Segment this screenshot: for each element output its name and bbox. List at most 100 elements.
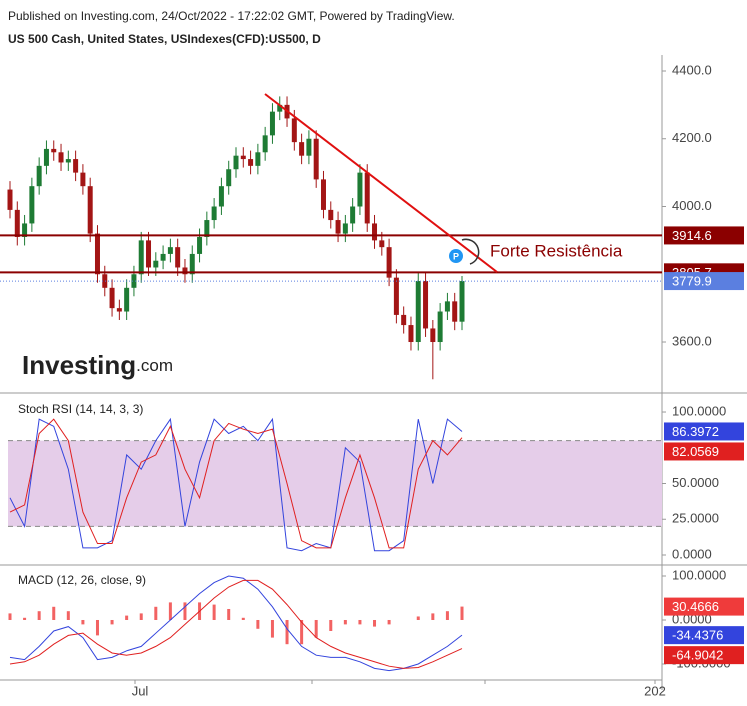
candle-body <box>204 220 210 237</box>
candle-body <box>379 240 385 248</box>
histogram-bar <box>110 619 114 625</box>
candle-body <box>277 104 283 112</box>
logo: Investing.com <box>22 350 173 380</box>
level-tag-bg <box>664 226 744 245</box>
histogram-bar <box>241 617 245 620</box>
level-tag: 3914.6 <box>672 228 712 243</box>
histogram-bar <box>212 604 216 620</box>
candle-body <box>197 236 203 254</box>
y-tick-label: 25.0000 <box>672 511 719 526</box>
histogram-bar <box>270 619 274 638</box>
candle-body <box>189 253 195 275</box>
histogram-bar <box>37 611 41 620</box>
candle-body <box>328 209 334 221</box>
candle-body <box>313 138 319 180</box>
candle-body <box>415 281 421 343</box>
histogram-bar <box>431 613 435 620</box>
candle-body <box>372 223 378 241</box>
candle-body <box>43 148 49 166</box>
indicator-line <box>9 575 463 672</box>
histogram-bar <box>66 611 70 620</box>
histogram-bar <box>139 613 143 620</box>
candle-body <box>116 308 122 312</box>
candle-body <box>102 274 108 288</box>
candle-body <box>269 111 275 136</box>
circle-annotation <box>461 238 480 265</box>
candle-body <box>386 247 392 278</box>
candle-body <box>320 179 326 210</box>
candle-body <box>218 186 224 207</box>
indicator-line <box>9 579 463 669</box>
y-tick-label: 50.0000 <box>672 475 719 490</box>
histogram-bar <box>125 615 129 620</box>
pane-title: MACD (12, 26, close, 9) <box>18 573 146 587</box>
x-tick-label: Jul <box>132 683 149 698</box>
y-tick-label: 4200.0 <box>672 130 712 145</box>
candle-body <box>248 159 254 166</box>
histogram-bar <box>8 613 12 620</box>
publish-line: Published on Investing.com, 24/Oct/2022 … <box>8 9 455 23</box>
histogram-bar <box>95 619 99 636</box>
histogram-bar <box>300 619 304 645</box>
candle-body <box>233 155 239 170</box>
histogram-bar <box>373 619 377 627</box>
candle-body <box>408 325 414 343</box>
annotation: Forte Resistência <box>490 241 623 260</box>
value-tag: -64.9042 <box>672 648 723 663</box>
candle-body <box>262 135 268 153</box>
candle-body <box>131 274 137 288</box>
logo-word: Investing <box>22 350 136 380</box>
y-tick-label: 0.0000 <box>672 546 712 561</box>
histogram-bar <box>416 616 420 620</box>
candle-body <box>80 172 86 187</box>
candle-body <box>444 301 450 312</box>
value-tag: 86.3972 <box>672 424 719 439</box>
histogram-bar <box>227 608 231 620</box>
histogram-bar <box>387 619 391 625</box>
candle-body <box>22 223 28 237</box>
marker-letter: P <box>453 251 459 261</box>
symbol-line: US 500 Cash, United States, USIndexes(CF… <box>8 32 321 46</box>
candle-body <box>175 247 181 268</box>
candle-body <box>109 287 115 309</box>
candle-body <box>167 247 173 254</box>
histogram-bar <box>168 602 172 620</box>
candle-body <box>401 314 407 326</box>
y-tick-label: 3600.0 <box>672 333 712 348</box>
value-tag-bg <box>664 626 744 645</box>
candle-body <box>87 186 93 234</box>
value-tag: 30.4666 <box>672 599 719 614</box>
histogram-bar <box>358 619 362 625</box>
candle-body <box>452 301 458 322</box>
candle-body <box>94 233 100 275</box>
candle-body <box>240 155 246 160</box>
value-tag-bg <box>664 646 744 665</box>
candle-body <box>357 172 363 207</box>
candle-body <box>29 186 35 224</box>
histogram-bar <box>256 619 260 629</box>
candle-body <box>160 253 166 261</box>
y-tick-label: 4000.0 <box>672 198 712 213</box>
candle-body <box>73 159 79 173</box>
histogram-bar <box>329 619 333 631</box>
value-tag-bg <box>664 422 744 441</box>
candle-body <box>423 281 429 329</box>
candle-body <box>299 142 305 156</box>
candle-body <box>364 172 370 224</box>
value-tag: -34.4376 <box>672 628 723 643</box>
histogram-bar <box>285 619 289 645</box>
candle-body <box>459 281 465 322</box>
x-tick-label: 202 <box>644 683 666 698</box>
candle-body <box>335 220 341 234</box>
pane-title: Stoch RSI (14, 14, 3, 3) <box>18 402 143 416</box>
candle-body <box>342 223 348 234</box>
value-tag: 82.0569 <box>672 444 719 459</box>
y-tick-label: 100.0000 <box>672 403 726 418</box>
candle-body <box>211 206 217 221</box>
candle-body <box>124 287 130 312</box>
candle-body <box>255 152 261 166</box>
y-tick-label: 100.0000 <box>672 567 726 582</box>
y-tick-label: 4400.0 <box>672 62 712 77</box>
